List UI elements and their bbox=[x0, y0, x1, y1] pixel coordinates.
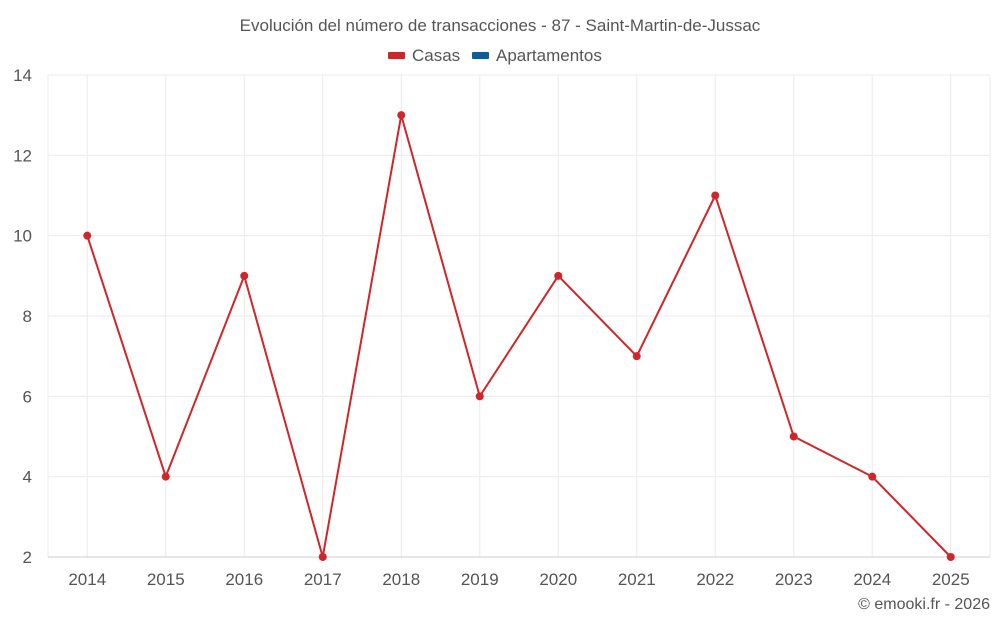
x-tick-label: 2020 bbox=[539, 570, 577, 589]
data-point[interactable] bbox=[161, 472, 170, 481]
x-tick-label: 2025 bbox=[932, 570, 970, 589]
data-point[interactable] bbox=[397, 111, 406, 120]
legend: Casas Apartamentos bbox=[388, 46, 602, 65]
legend-swatch-apartamentos bbox=[472, 52, 489, 59]
data-point[interactable] bbox=[83, 231, 92, 240]
x-axis-ticks: 2014 2015 2016 2017 2018 2019 2020 2021 2022 2023… bbox=[68, 570, 969, 589]
data-point[interactable] bbox=[711, 191, 720, 200]
series-line-casas bbox=[86, 114, 952, 558]
x-tick-label: 2014 bbox=[68, 570, 106, 589]
x-tick-label: 2018 bbox=[382, 570, 420, 589]
data-point[interactable] bbox=[946, 553, 955, 561]
series-casas bbox=[83, 111, 955, 561]
y-tick-label: 10 bbox=[13, 227, 32, 246]
data-point[interactable] bbox=[475, 392, 484, 401]
data-point[interactable] bbox=[554, 271, 563, 280]
y-tick-label: 2 bbox=[23, 548, 32, 567]
y-tick-label: 8 bbox=[23, 307, 32, 326]
gridlines bbox=[47, 74, 991, 558]
y-tick-label: 4 bbox=[23, 468, 32, 487]
y-axis-ticks: 2 4 6 8 10 12 14 bbox=[13, 66, 32, 567]
legend-swatch-casas bbox=[388, 52, 405, 59]
data-point[interactable] bbox=[318, 553, 327, 561]
x-tick-label: 2015 bbox=[147, 570, 185, 589]
x-tick-label: 2024 bbox=[853, 570, 891, 589]
legend-item-apartamentos[interactable]: Apartamentos bbox=[472, 46, 602, 65]
y-tick-label: 12 bbox=[13, 146, 32, 165]
x-tick-label: 2017 bbox=[304, 570, 342, 589]
data-point[interactable] bbox=[240, 271, 249, 280]
data-point[interactable] bbox=[789, 432, 798, 441]
x-tick-label: 2016 bbox=[225, 570, 263, 589]
legend-label-apartamentos: Apartamentos bbox=[496, 46, 602, 65]
y-tick-label: 6 bbox=[23, 387, 32, 406]
legend-label-casas: Casas bbox=[412, 46, 460, 65]
y-tick-label: 14 bbox=[13, 66, 32, 85]
credit-text: © emooki.fr - 2026 bbox=[858, 596, 990, 613]
chart-title: Evolución del número de transacciones - … bbox=[240, 16, 761, 35]
legend-item-casas[interactable]: Casas bbox=[388, 46, 460, 65]
data-point[interactable] bbox=[632, 352, 641, 361]
x-tick-label: 2022 bbox=[696, 570, 734, 589]
data-point[interactable] bbox=[868, 472, 877, 481]
x-tick-label: 2019 bbox=[461, 570, 499, 589]
x-tick-label: 2023 bbox=[775, 570, 813, 589]
x-tick-label: 2021 bbox=[618, 570, 656, 589]
